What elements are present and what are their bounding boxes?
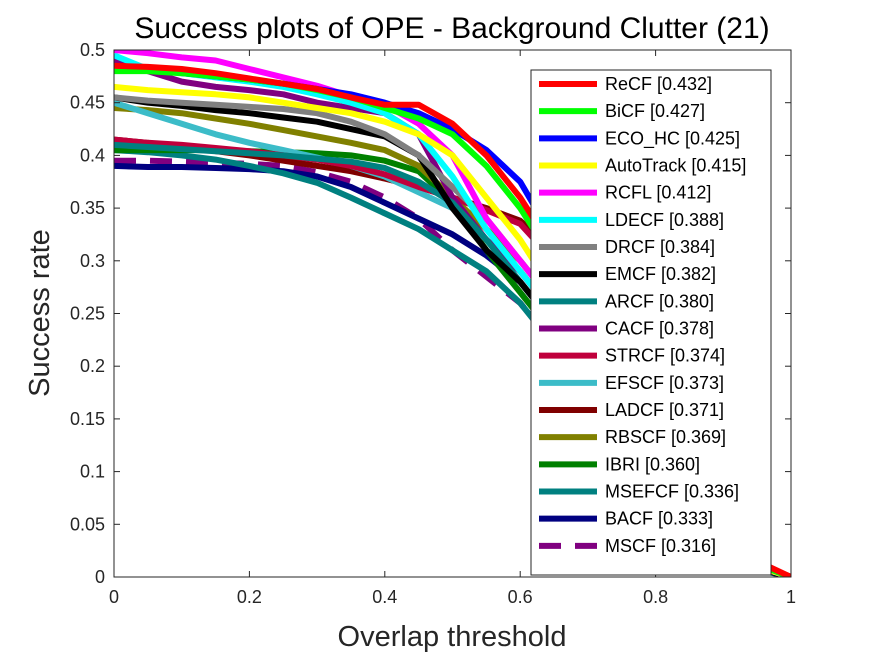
- x-tick-label: 0.4: [372, 587, 397, 607]
- y-tick-label: 0.5: [80, 40, 105, 60]
- y-axis-ticks: 0 0.05 0.1 0.15 0.2 0.25 0.3 0.35 0.4 0.45 0.5: [70, 40, 791, 587]
- legend-label: MSCF [0.316]: [605, 536, 716, 556]
- y-tick-label: 0: [95, 567, 105, 587]
- y-tick-label: 0.1: [80, 462, 105, 482]
- legend-label: RBSCF [0.369]: [605, 427, 726, 447]
- y-tick-label: 0.25: [70, 304, 105, 324]
- legend-label: IBRI [0.360]: [605, 454, 700, 474]
- y-tick-label: 0.15: [70, 409, 105, 429]
- x-tick-label: 1: [786, 587, 796, 607]
- legend-label: LADCF [0.371]: [605, 400, 724, 420]
- y-tick-label: 0.4: [80, 145, 105, 165]
- legend-label: CACF [0.378]: [605, 319, 714, 339]
- y-tick-label: 0.45: [70, 93, 105, 113]
- legend-label: MSEFCF [0.336]: [605, 482, 739, 502]
- y-tick-label: 0.2: [80, 356, 105, 376]
- legend: ReCF [0.432] BiCF [0.427] ECO_HC [0.425] Au…: [530, 69, 772, 576]
- legend-label: DRCF [0.384]: [605, 237, 715, 257]
- chart-title: Success plots of OPE - Background Clutte…: [134, 12, 769, 45]
- legend-label: EFSCF [0.373]: [605, 373, 724, 393]
- y-tick-label: 0.05: [70, 514, 105, 534]
- legend-label: EMCF [0.382]: [605, 264, 716, 284]
- legend-label: AutoTrack [0.415]: [605, 156, 746, 176]
- legend-label: BACF [0.333]: [605, 509, 713, 529]
- x-axis-label: Overlap threshold: [338, 621, 567, 653]
- x-tick-label: 0: [109, 587, 119, 607]
- y-tick-label: 0.3: [80, 251, 105, 271]
- legend-label: ECO_HC [0.425]: [605, 128, 740, 149]
- x-axis-ticks: 0 0.2 0.4 0.6 0.8 1: [109, 50, 796, 607]
- legend-label: BiCF [0.427]: [605, 101, 705, 121]
- legend-label: RCFL [0.412]: [605, 183, 711, 203]
- x-tick-label: 0.8: [643, 587, 668, 607]
- legend-label: STRCF [0.374]: [605, 346, 725, 366]
- x-tick-label: 0.2: [237, 587, 262, 607]
- legend-label: ARCF [0.380]: [605, 291, 714, 311]
- legend-label: ReCF [0.432]: [605, 74, 712, 94]
- legend-label: LDECF [0.388]: [605, 210, 724, 230]
- y-axis-label: Success rate: [24, 229, 56, 397]
- x-tick-label: 0.6: [508, 587, 533, 607]
- y-tick-label: 0.35: [70, 198, 105, 218]
